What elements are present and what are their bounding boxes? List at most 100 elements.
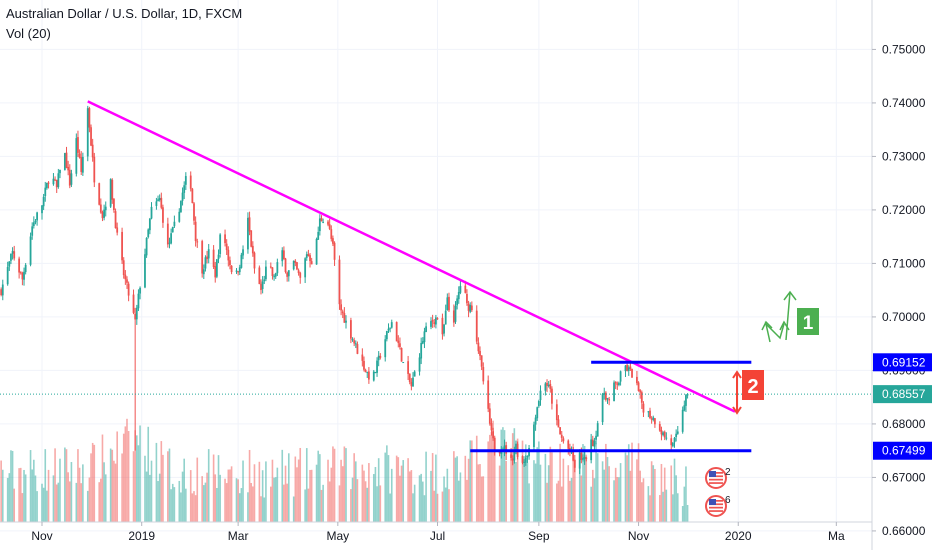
volume-bar [650, 461, 653, 522]
volume-bar [77, 449, 79, 522]
volume-bar [307, 488, 310, 522]
candle-body [24, 264, 27, 273]
candle-body [158, 198, 161, 201]
candle-body [191, 188, 194, 203]
event-count: 6 [725, 495, 731, 506]
volume-bar [19, 467, 22, 522]
candle-body [559, 427, 562, 435]
candle-body [194, 221, 197, 241]
candle-body [547, 384, 550, 386]
support-tag-label: 0.67499 [882, 444, 926, 458]
candle-body [503, 445, 506, 450]
volume-bar [235, 478, 238, 522]
candle-body [345, 320, 347, 323]
volume-bar [247, 492, 249, 522]
candle-body [150, 206, 153, 219]
candle-body [619, 371, 622, 382]
candle-body [562, 438, 565, 442]
volume-bar [384, 452, 387, 522]
candle-body [675, 433, 678, 438]
candle-body [299, 272, 302, 278]
down-arrow-top [732, 370, 742, 379]
candle-body [637, 382, 640, 391]
candle-body [551, 388, 553, 404]
volume-bar [139, 425, 141, 522]
candle-body [282, 250, 285, 260]
volume-bar [305, 448, 308, 522]
volume-bar [204, 482, 207, 522]
volume-bar [270, 486, 272, 522]
candle-body [488, 408, 491, 424]
volume-bar [31, 469, 33, 522]
candle-body [29, 236, 32, 265]
volume-bar [230, 466, 233, 522]
volume-bar [601, 461, 604, 522]
candle-body [207, 249, 210, 259]
candle-body [351, 339, 354, 341]
volume-bar [549, 446, 552, 522]
candle-body [363, 360, 365, 370]
volume-bar [29, 450, 32, 522]
volume-bar [167, 451, 169, 522]
trendline[interactable] [87, 100, 736, 413]
volume-bar [435, 454, 437, 522]
candle-body [217, 254, 220, 260]
candle-body [399, 343, 401, 348]
volume-bar [663, 467, 666, 522]
volume-bar [265, 461, 267, 522]
candle-body [364, 369, 367, 373]
candle-body [305, 254, 308, 258]
volume-bar [173, 487, 176, 522]
volume-bar [511, 433, 514, 522]
volume-bar [487, 441, 489, 522]
resistance-tag-label: 0.69152 [882, 355, 926, 369]
volume-bar [539, 464, 542, 522]
price-axis[interactable]: 0.660000.670000.680000.690000.700000.710… [871, 0, 932, 550]
candle-body [673, 437, 676, 443]
candle-body [464, 285, 467, 293]
volume-bar [345, 448, 347, 522]
volume-bar [44, 449, 47, 522]
volume-bar [24, 474, 27, 522]
volume-bar [150, 460, 153, 522]
candle-body [685, 395, 687, 406]
candle-body [676, 431, 679, 434]
candle-body [660, 430, 663, 435]
candle-body [75, 138, 78, 174]
candle-body [354, 343, 357, 345]
candle-body [109, 179, 112, 207]
candle-body [127, 283, 130, 296]
volume-bar [350, 489, 352, 522]
candle-body [425, 326, 427, 332]
volume-bar [253, 464, 256, 522]
volume-bar [8, 473, 11, 522]
volume-bar [207, 449, 210, 522]
candle-body [170, 233, 173, 244]
candle-body [515, 443, 517, 452]
volume-bar [374, 466, 377, 522]
events[interactable]: 26 [705, 467, 731, 517]
time-axis[interactable]: Nov 2019 Mar May Jul Sep Nov 2020 Ma [0, 521, 872, 543]
candle-body [479, 350, 481, 356]
volume-bar [80, 483, 83, 522]
chart-title: Australian Dollar / U.S. Dollar, 1D, FXC… [6, 6, 243, 21]
volume-bar [328, 481, 331, 522]
candle-body [253, 252, 256, 269]
candle-body [296, 262, 298, 270]
candle-body [81, 156, 84, 173]
candle-body [178, 211, 181, 222]
candle-body [606, 398, 609, 400]
candle-body [8, 261, 11, 267]
candle-body [477, 342, 480, 352]
candle-body [124, 274, 127, 280]
candle-body [13, 251, 16, 259]
volume-bars [0, 418, 689, 522]
candle-body [1, 284, 4, 296]
volume-bar [127, 431, 130, 522]
candle-body [90, 127, 92, 146]
candle-body [147, 229, 150, 238]
drawings[interactable]: 21 [87, 100, 819, 453]
candle-body [229, 260, 231, 266]
